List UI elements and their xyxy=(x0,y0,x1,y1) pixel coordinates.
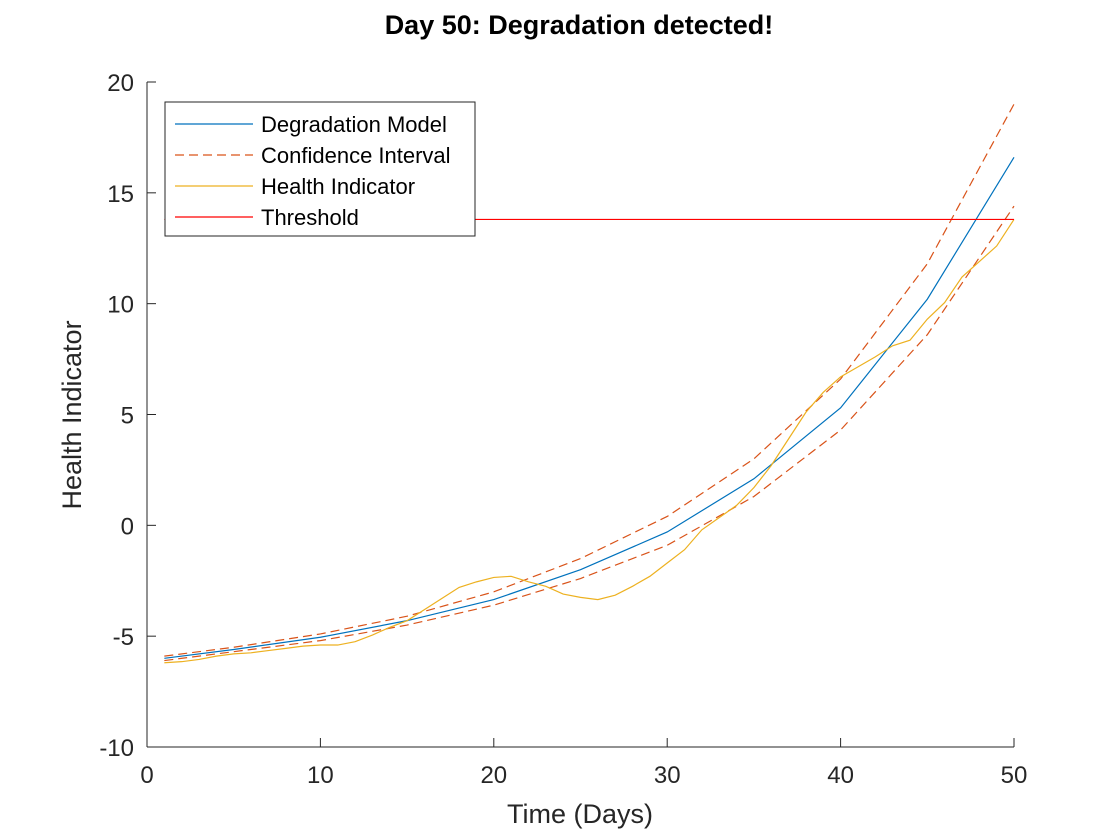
x-tick-label: 10 xyxy=(307,762,334,789)
x-tick-label: 0 xyxy=(140,762,153,789)
y-tick-label: -10 xyxy=(99,735,134,762)
series-line-2 xyxy=(164,205,1015,662)
x-tick-label: 40 xyxy=(827,762,854,789)
y-tick-label: 5 xyxy=(121,403,134,430)
legend-entry: Confidence Interval xyxy=(261,143,451,168)
y-tick-label: 0 xyxy=(121,513,134,540)
y-tick-label: 10 xyxy=(107,292,134,319)
chart-title: Day 50: Degradation detected! xyxy=(385,10,774,40)
x-tick-label: 50 xyxy=(1001,762,1028,789)
series-line-3 xyxy=(164,219,1015,664)
y-tick-label: -5 xyxy=(113,624,134,651)
axes: 0 10 20 30 40 50 -10 -5 0 5 10 15 20 xyxy=(99,70,1027,789)
legend: Degradation Model Confidence Interval Heal… xyxy=(164,101,476,237)
y-tick-label: 20 xyxy=(107,70,134,97)
x-tick-label: 20 xyxy=(480,762,507,789)
series-line-0 xyxy=(164,157,1015,659)
legend-entry: Threshold xyxy=(261,205,359,230)
series-line-1 xyxy=(164,103,1015,657)
y-tick-label: 15 xyxy=(107,181,134,208)
legend-entry: Degradation Model xyxy=(261,112,447,137)
legend-entry: Health Indicator xyxy=(261,174,415,199)
y-axis-label: Health Indicator xyxy=(57,320,87,509)
x-tick-label: 30 xyxy=(654,762,681,789)
x-axis-label: Time (Days) xyxy=(507,799,653,829)
